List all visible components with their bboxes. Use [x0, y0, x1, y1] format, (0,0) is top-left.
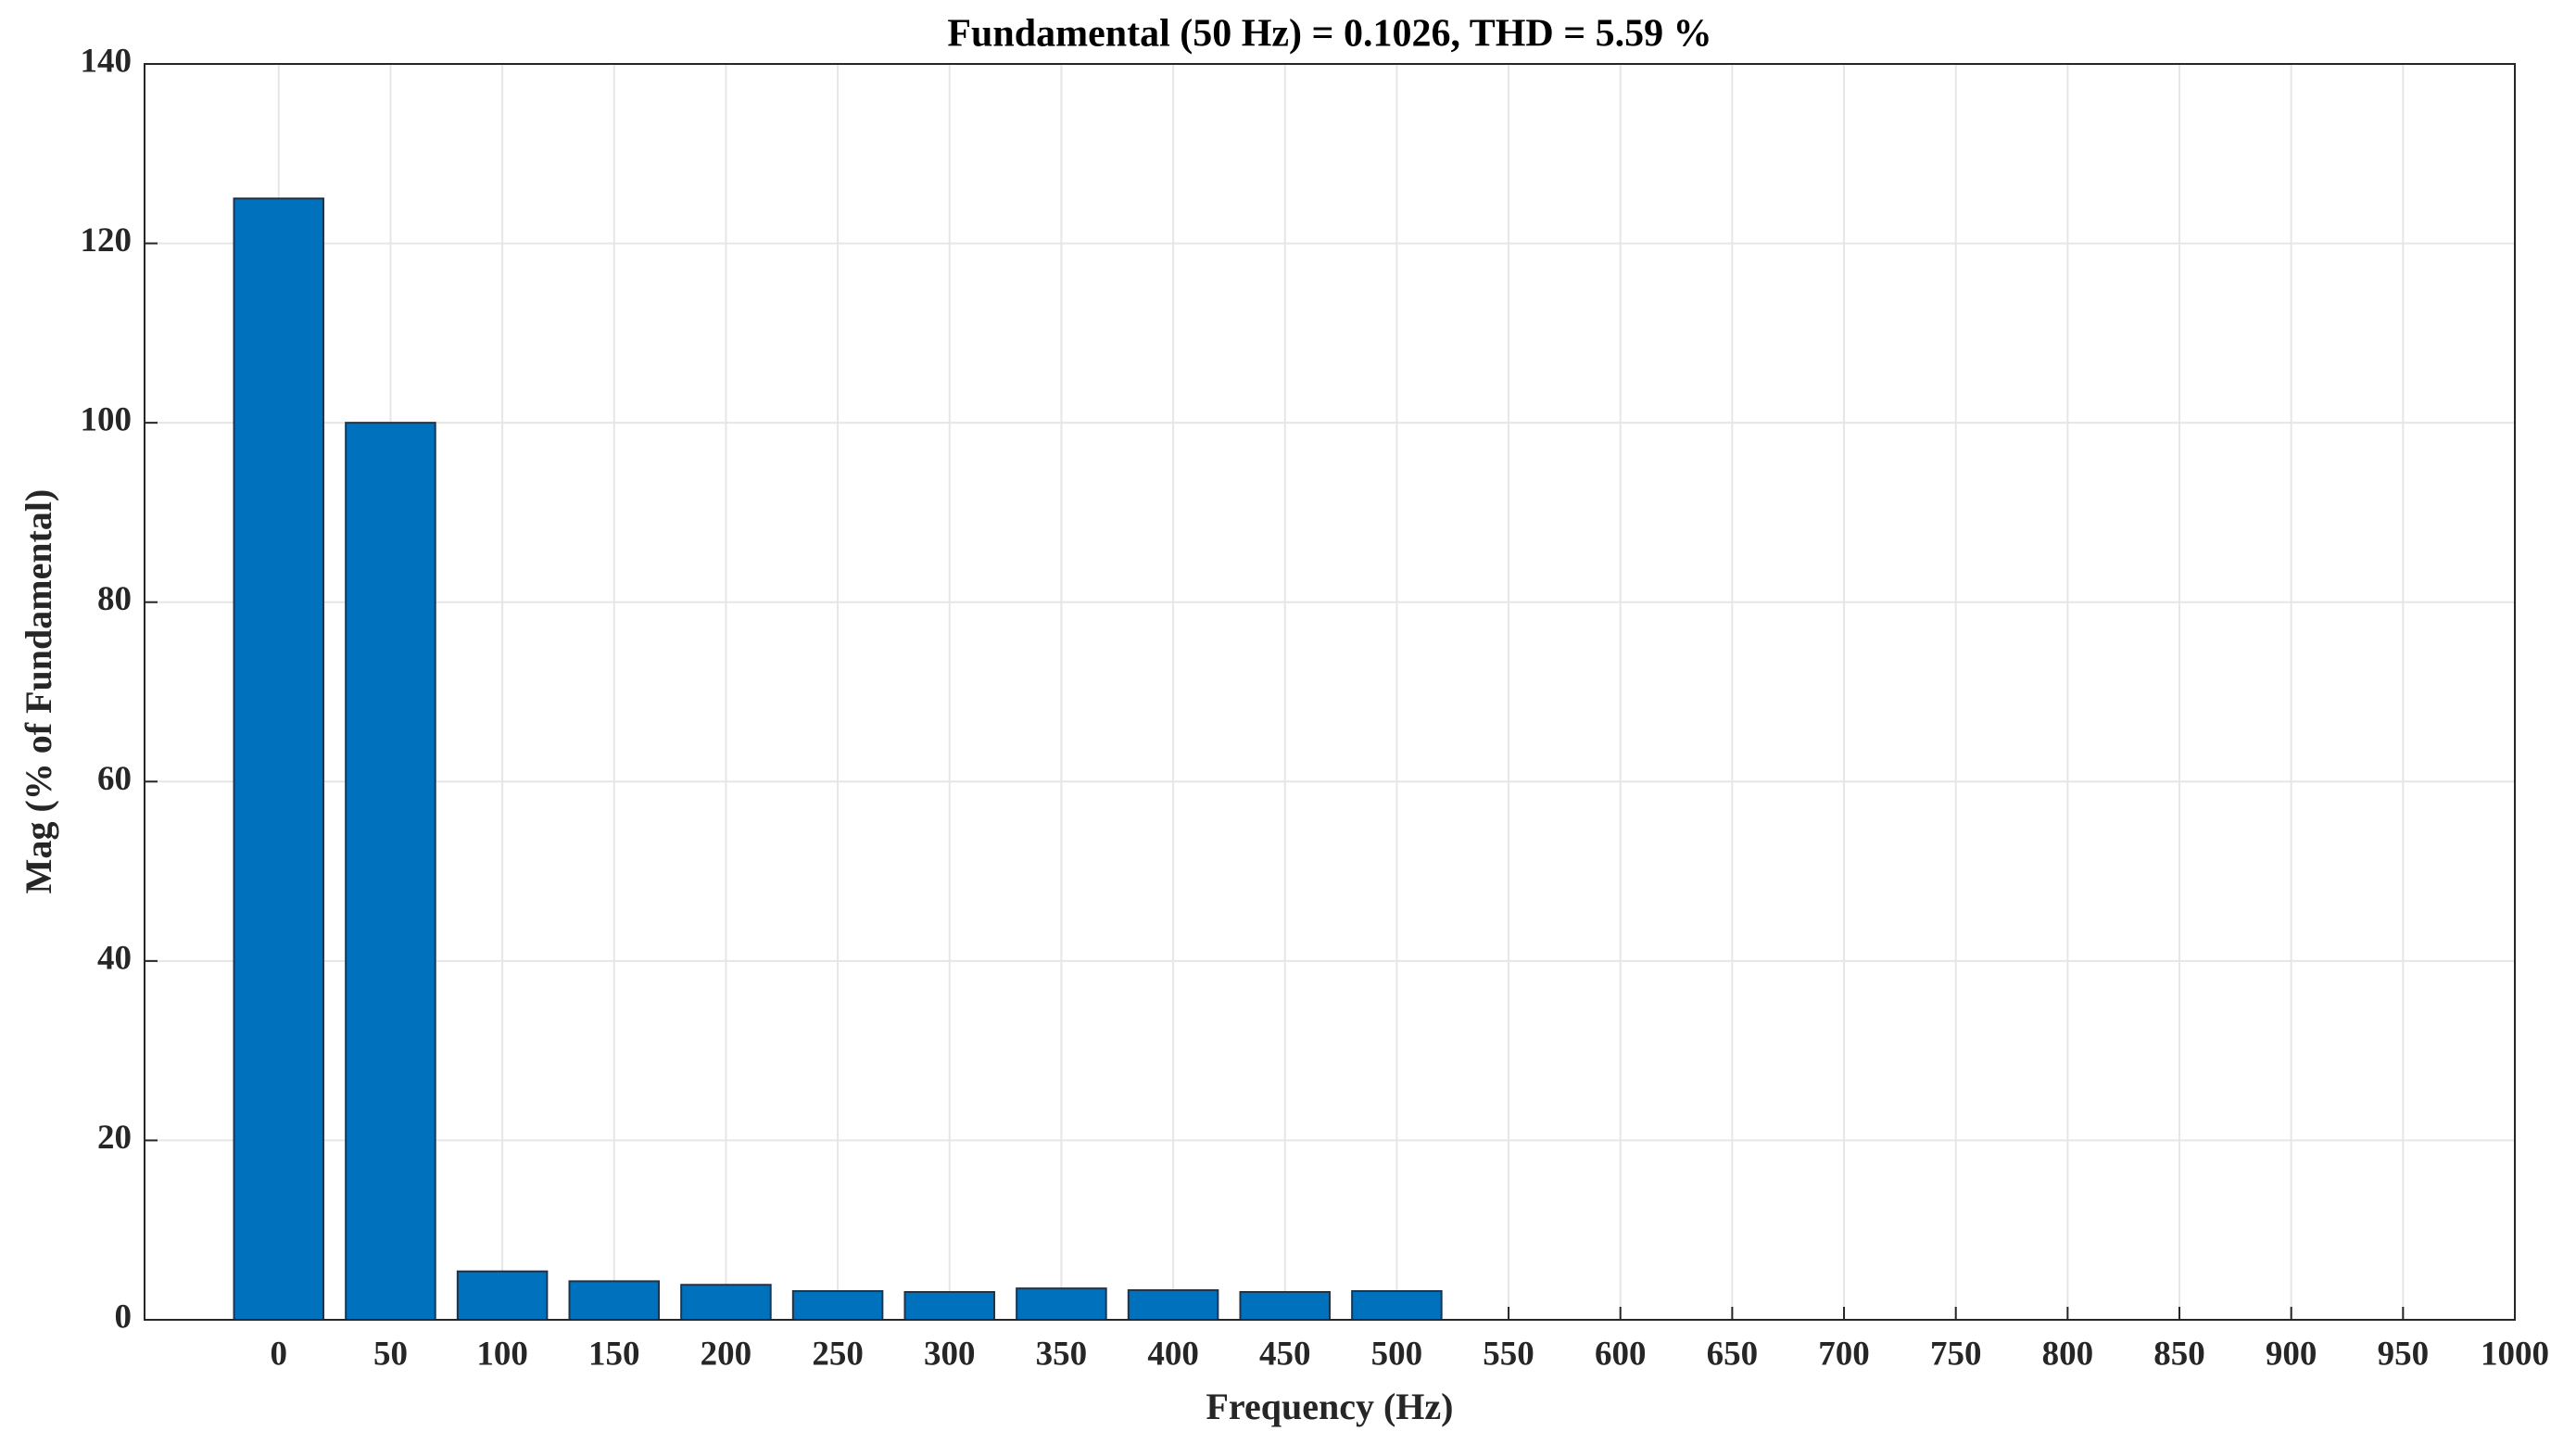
x-tick-label: 450	[1259, 1335, 1311, 1373]
y-tick-label: 120	[81, 222, 133, 260]
bar	[233, 197, 325, 1321]
bar	[680, 1284, 772, 1321]
x-tick-label: 750	[1930, 1335, 1982, 1373]
bar	[791, 1290, 884, 1321]
y-tick-label: 0	[115, 1298, 133, 1336]
bar	[1016, 1287, 1107, 1321]
x-tick-label: 550	[1483, 1335, 1534, 1373]
y-axis-label: Mag (% of Fundamental)	[18, 489, 59, 894]
x-axis-label: Frequency (Hz)	[1206, 1386, 1454, 1427]
bar	[1351, 1290, 1443, 1321]
x-tick-label: 250	[812, 1335, 864, 1373]
bar	[345, 422, 436, 1321]
bar	[1239, 1290, 1331, 1322]
plot-frame	[144, 63, 2516, 1321]
x-tick-label: 350	[1036, 1335, 1088, 1373]
x-tick-label: 500	[1371, 1335, 1423, 1373]
x-tick-label: 150	[588, 1335, 640, 1373]
x-tick-label: 800	[2042, 1335, 2094, 1373]
y-tick-label: 140	[81, 42, 133, 80]
plot-area	[145, 64, 2515, 1320]
x-tick-label: 400	[1147, 1335, 1199, 1373]
bar	[568, 1280, 661, 1322]
x-tick-label: 650	[1707, 1335, 1759, 1373]
x-tick-label: 300	[924, 1335, 976, 1373]
x-tick-label: 100	[476, 1335, 528, 1373]
y-tick-label: 60	[97, 760, 132, 798]
chart-title: Fundamental (50 Hz) = 0.1026, THD = 5.59…	[947, 13, 1711, 56]
x-tick-label: 1000	[2481, 1335, 2549, 1373]
bar	[1127, 1289, 1219, 1321]
y-tick-label: 80	[97, 580, 132, 618]
x-tick-label: 600	[1595, 1335, 1647, 1373]
bar	[456, 1270, 549, 1322]
bar	[903, 1290, 996, 1322]
x-tick-label: 50	[373, 1335, 408, 1373]
x-tick-label: 200	[701, 1335, 752, 1373]
y-tick-label: 100	[81, 401, 133, 439]
x-tick-label: 950	[2378, 1335, 2430, 1373]
x-tick-label: 700	[1818, 1335, 1870, 1373]
x-tick-label: 900	[2266, 1335, 2317, 1373]
y-tick-label: 40	[97, 939, 132, 977]
x-tick-label: 0	[271, 1335, 288, 1373]
x-tick-label: 850	[2153, 1335, 2205, 1373]
y-tick-label: 20	[97, 1119, 132, 1157]
